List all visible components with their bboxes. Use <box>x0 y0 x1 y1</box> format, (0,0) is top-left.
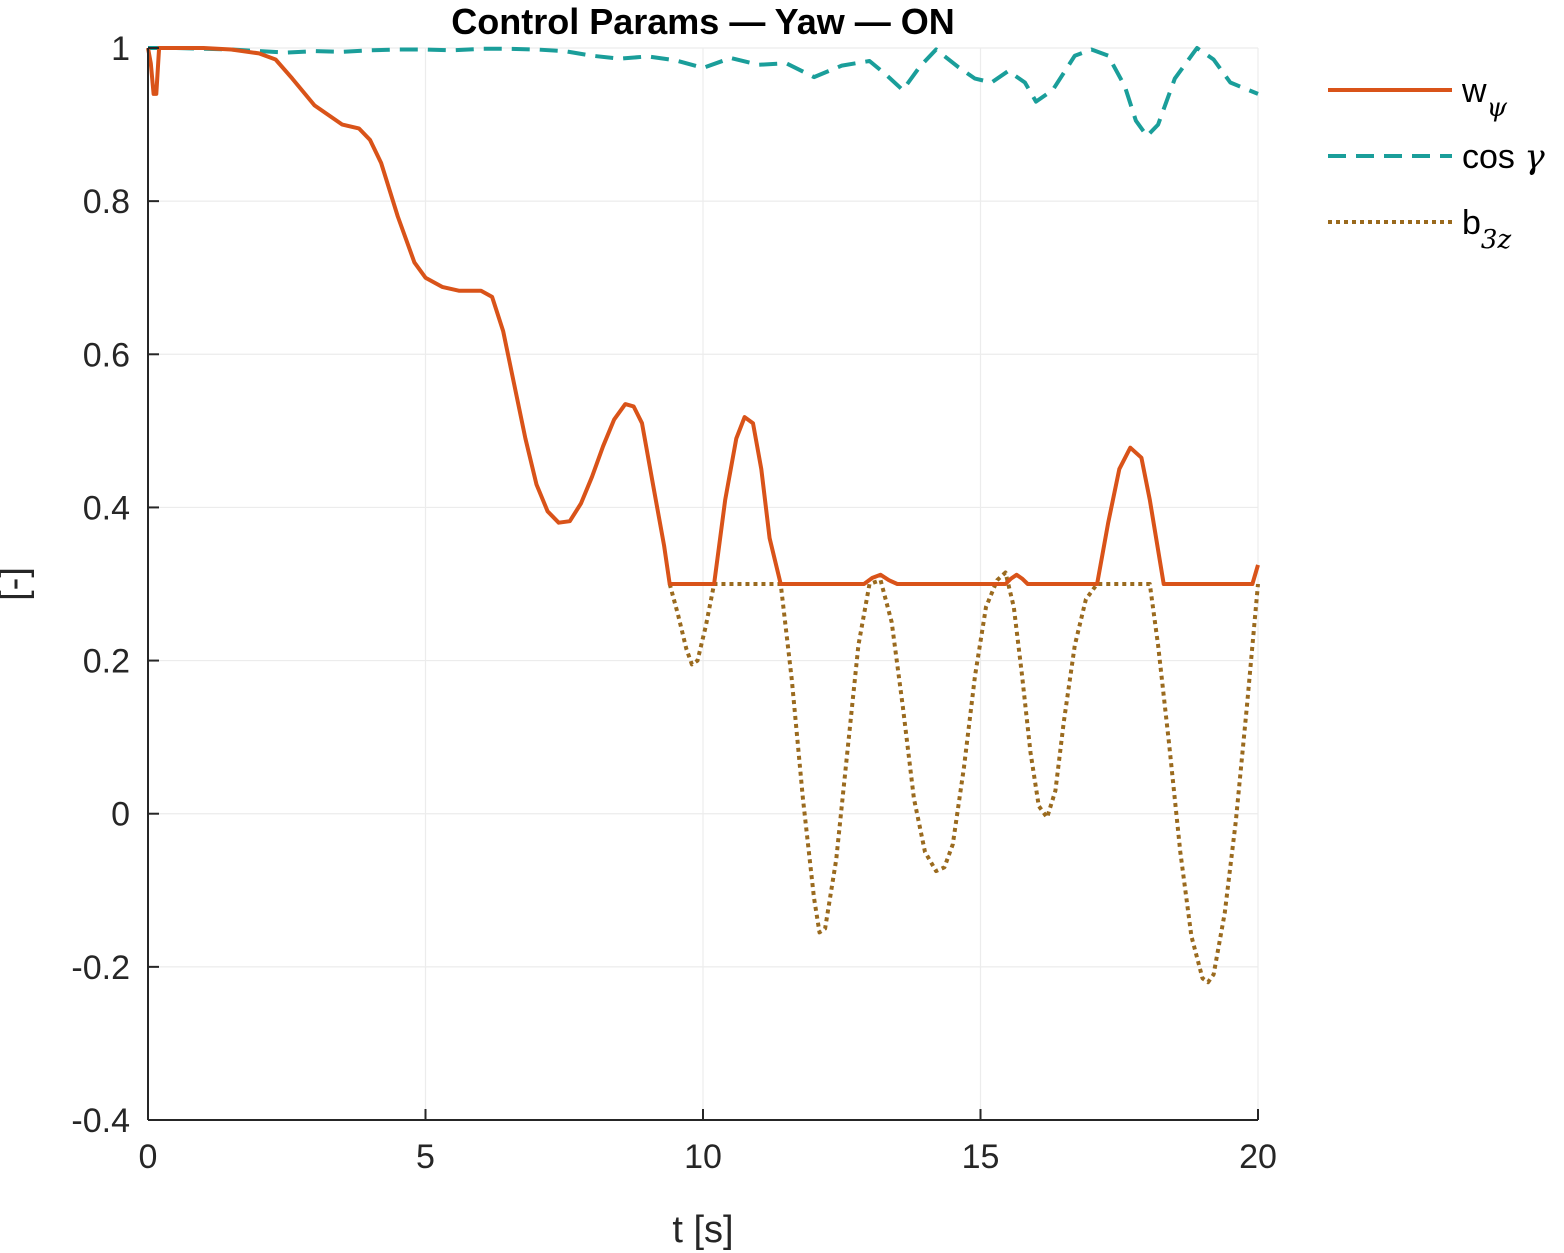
x-axis-label: t [s] <box>672 1209 733 1251</box>
series-line-w-psi <box>146 46 1260 586</box>
legend-label-w-psi: wψ <box>1461 72 1508 123</box>
y-tick-label: -0.2 <box>71 949 130 987</box>
legend: wψ cos γ b3z <box>1328 72 1545 255</box>
y-tick-label: 1 <box>111 30 130 68</box>
x-tick-label: 10 <box>684 1138 722 1176</box>
chart-title: Control Params — Yaw — ON <box>451 1 954 42</box>
series-line-b-3z <box>667 570 1260 985</box>
legend-label-b-3z: b3z <box>1462 204 1511 255</box>
series-layer <box>146 46 1260 985</box>
ticks: 0 5 10 15 20 -0.4 -0.2 0 0.2 0.4 0.6 0.8 1 <box>71 30 1277 1176</box>
y-tick-label: 0.6 <box>83 336 130 374</box>
y-tick-label: 0.2 <box>83 643 130 681</box>
y-tick-label: 0.4 <box>83 489 130 527</box>
y-axis-label: [-] <box>0 567 35 601</box>
x-tick-label: 0 <box>139 1138 158 1176</box>
series-line-cos-gamma <box>148 46 1259 139</box>
legend-label-cos-gamma: cos γ <box>1462 137 1545 177</box>
x-tick-label: 5 <box>416 1138 435 1176</box>
y-tick-label: 0 <box>111 796 130 834</box>
y-tick-label: -0.4 <box>71 1102 130 1140</box>
y-tick-label: 0.8 <box>83 183 130 221</box>
x-tick-label: 20 <box>1239 1138 1277 1176</box>
x-tick-label: 15 <box>962 1138 1000 1176</box>
